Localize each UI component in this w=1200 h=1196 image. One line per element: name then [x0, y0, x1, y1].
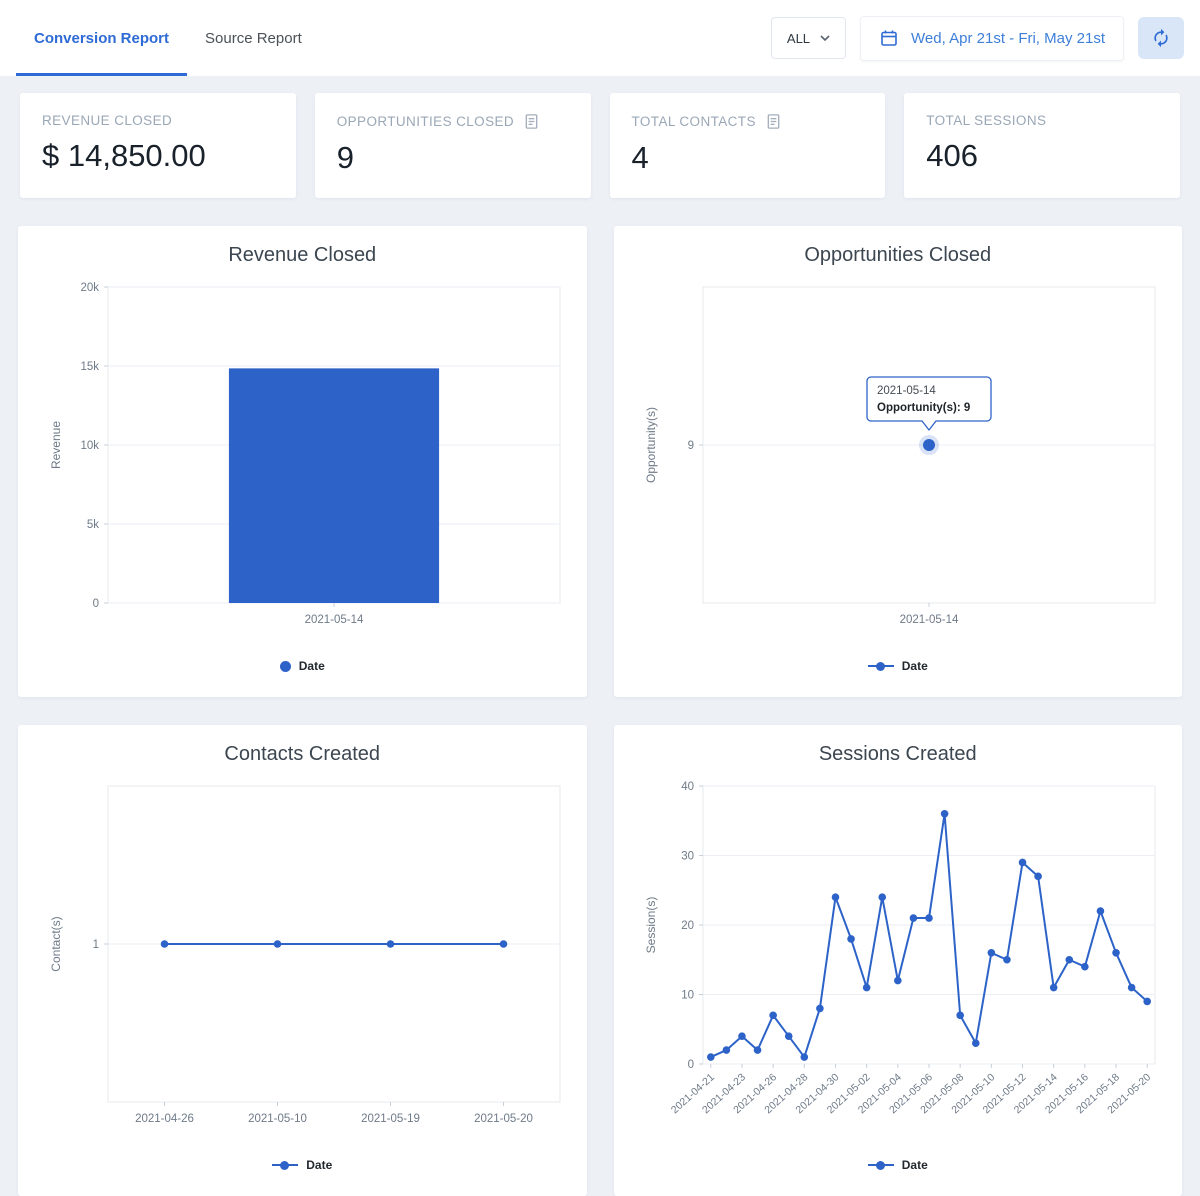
- stat-label: OPPORTUNITIES CLOSED: [336, 114, 515, 129]
- chart-legend-date[interactable]: Date: [29, 659, 576, 673]
- svg-text:40: 40: [681, 781, 694, 793]
- svg-text:2021-05-14: 2021-05-14: [304, 614, 363, 626]
- stat-value: 9: [336, 140, 354, 175]
- tab-conversion-report[interactable]: Conversion Report: [16, 0, 188, 76]
- sessions-created-chart: 0 10 20 30 40 Session(s) 2021-04-21 2021-04-23 2…: [625, 776, 1172, 1148]
- legend-marker: [279, 660, 291, 672]
- chart-legend-date[interactable]: Date: [625, 659, 1172, 673]
- stat-value: $ 14,850.00: [42, 138, 206, 173]
- svg-text:Contact(s): Contact(s): [49, 916, 63, 971]
- svg-text:0: 0: [688, 1059, 694, 1071]
- tab-label: Source Report: [205, 29, 302, 47]
- tab-source-report[interactable]: Source Report: [187, 0, 320, 76]
- svg-text:20k: 20k: [80, 282, 99, 294]
- calendar-icon: [881, 30, 897, 46]
- chart-title: Revenue Closed: [228, 244, 377, 266]
- stat-card-total-contacts: TOTAL CONTACTS 4: [609, 93, 886, 198]
- chart-title: Contacts Created: [224, 743, 381, 765]
- refresh-icon: [1154, 28, 1168, 48]
- svg-text:10k: 10k: [80, 440, 99, 452]
- svg-text:2021-05-14: 2021-05-14: [877, 385, 936, 397]
- chart-card-revenue-closed: Revenue Closed 0 5k 10k 15k 20k Revenue 2021-0…: [18, 226, 587, 697]
- svg-text:5k: 5k: [87, 519, 99, 531]
- chart-card-opportunities-closed: Opportunities Closed 9 Opportunity(s) 2021…: [613, 226, 1182, 697]
- svg-text:Revenue: Revenue: [49, 421, 63, 469]
- revenue-closed-chart: 0 5k 10k 15k 20k Revenue 2021-05-14: [29, 277, 576, 649]
- invoice-icon: [767, 114, 780, 129]
- chart-title: Opportunities Closed: [804, 244, 992, 266]
- contacts-created-chart: 1 Contact(s) 2021-04-26 2021-05-10 2021-05-1…: [29, 776, 576, 1148]
- svg-text:2021-05-14: 2021-05-14: [900, 614, 959, 626]
- filter-dropdown-value: ALL: [786, 30, 811, 46]
- legend-label: Date: [306, 1158, 333, 1172]
- legend-label: Date: [901, 659, 928, 673]
- svg-text:2021-04-26: 2021-04-26: [135, 1113, 194, 1125]
- chart-card-contacts-created: Contacts Created 1 Contact(s) 2021-04-26 20…: [18, 725, 587, 1196]
- opportunities-closed-chart: 9 Opportunity(s) 2021-05-14 2021-05-14 Oppor…: [625, 277, 1172, 649]
- charts-grid: Revenue Closed 0 5k 10k 15k 20k Revenue 2021-0…: [18, 226, 1182, 1196]
- svg-text:Opportunity(s): Opportunity(s): [644, 407, 658, 483]
- svg-text:0: 0: [92, 598, 98, 610]
- legend-marker: [272, 1160, 299, 1171]
- svg-text:15k: 15k: [80, 361, 99, 373]
- legend-marker: [867, 1160, 894, 1171]
- date-range-picker[interactable]: Wed, Apr 21st - Fri, May 21st: [860, 15, 1124, 61]
- chart-card-sessions-created: Sessions Created 0 10 20 30 40 Session(s) 2021…: [613, 725, 1182, 1196]
- svg-text:Session(s): Session(s): [644, 897, 658, 954]
- refresh-button[interactable]: [1138, 17, 1184, 59]
- stat-card-revenue-closed: REVENUE CLOSED $ 14,850.00: [20, 93, 296, 198]
- svg-text:9: 9: [688, 440, 694, 452]
- stat-value: 406: [926, 138, 978, 173]
- stat-label: REVENUE CLOSED: [42, 113, 173, 128]
- svg-text:Opportunity(s): 9: Opportunity(s): 9: [877, 402, 970, 414]
- stat-label: TOTAL SESSIONS: [926, 113, 1047, 128]
- date-range-text: Wed, Apr 21st - Fri, May 21st: [911, 29, 1105, 47]
- svg-text:1: 1: [92, 939, 98, 951]
- svg-text:2021-05-20: 2021-05-20: [474, 1113, 533, 1125]
- invoice-icon: [525, 114, 538, 129]
- legend-label: Date: [901, 1158, 928, 1172]
- tab-label: Conversion Report: [34, 29, 170, 47]
- chart-legend-date[interactable]: Date: [29, 1158, 576, 1172]
- legend-label: Date: [298, 659, 325, 673]
- header-controls: ALL Wed, Apr 21st - Fri, May 21st: [770, 0, 1184, 76]
- stat-value: 4: [631, 140, 649, 175]
- svg-text:2021-05-10: 2021-05-10: [248, 1113, 307, 1125]
- svg-text:2021-05-19: 2021-05-19: [361, 1113, 420, 1125]
- report-tabs: Conversion Report Source Report: [16, 0, 320, 76]
- stat-cards-row: REVENUE CLOSED $ 14,850.00 OPPORTUNITIES…: [20, 93, 1180, 198]
- stat-card-total-sessions: TOTAL SESSIONS 406: [904, 93, 1180, 198]
- filter-dropdown[interactable]: ALL: [770, 17, 847, 59]
- chevron-down-icon: [820, 35, 830, 41]
- svg-text:10: 10: [681, 990, 694, 1002]
- stat-card-opportunities-closed: OPPORTUNITIES CLOSED 9: [314, 93, 591, 198]
- svg-text:20: 20: [681, 920, 694, 932]
- top-bar: Conversion Report Source Report ALL Wed,…: [0, 0, 1200, 76]
- chart-title: Sessions Created: [818, 743, 977, 765]
- legend-marker: [867, 661, 894, 672]
- svg-text:30: 30: [681, 851, 694, 863]
- stat-label: TOTAL CONTACTS: [631, 114, 756, 129]
- chart-legend-date[interactable]: Date: [625, 1158, 1172, 1172]
